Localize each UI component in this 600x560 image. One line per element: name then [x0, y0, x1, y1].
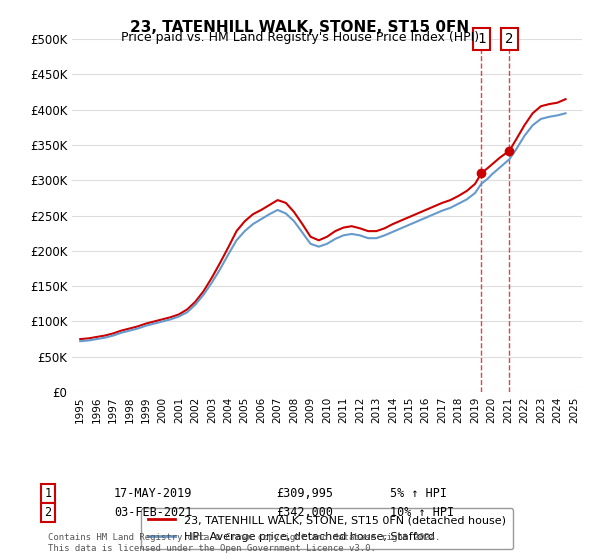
Text: 10% ↑ HPI: 10% ↑ HPI	[390, 506, 454, 519]
Text: 2: 2	[505, 32, 514, 46]
Text: 03-FEB-2021: 03-FEB-2021	[114, 506, 193, 519]
Text: 1: 1	[44, 487, 52, 501]
Text: £342,000: £342,000	[276, 506, 333, 519]
Text: Contains HM Land Registry data © Crown copyright and database right 2024.
This d: Contains HM Land Registry data © Crown c…	[48, 533, 440, 553]
Text: Price paid vs. HM Land Registry's House Price Index (HPI): Price paid vs. HM Land Registry's House …	[121, 31, 479, 44]
Text: 17-MAY-2019: 17-MAY-2019	[114, 487, 193, 501]
Text: 23, TATENHILL WALK, STONE, ST15 0FN: 23, TATENHILL WALK, STONE, ST15 0FN	[130, 20, 470, 35]
Text: 2: 2	[44, 506, 52, 519]
Legend: 23, TATENHILL WALK, STONE, ST15 0FN (detached house), HPI: Average price, detach: 23, TATENHILL WALK, STONE, ST15 0FN (det…	[141, 508, 513, 549]
Text: 5% ↑ HPI: 5% ↑ HPI	[390, 487, 447, 501]
Text: £309,995: £309,995	[276, 487, 333, 501]
Text: 1: 1	[477, 32, 485, 46]
